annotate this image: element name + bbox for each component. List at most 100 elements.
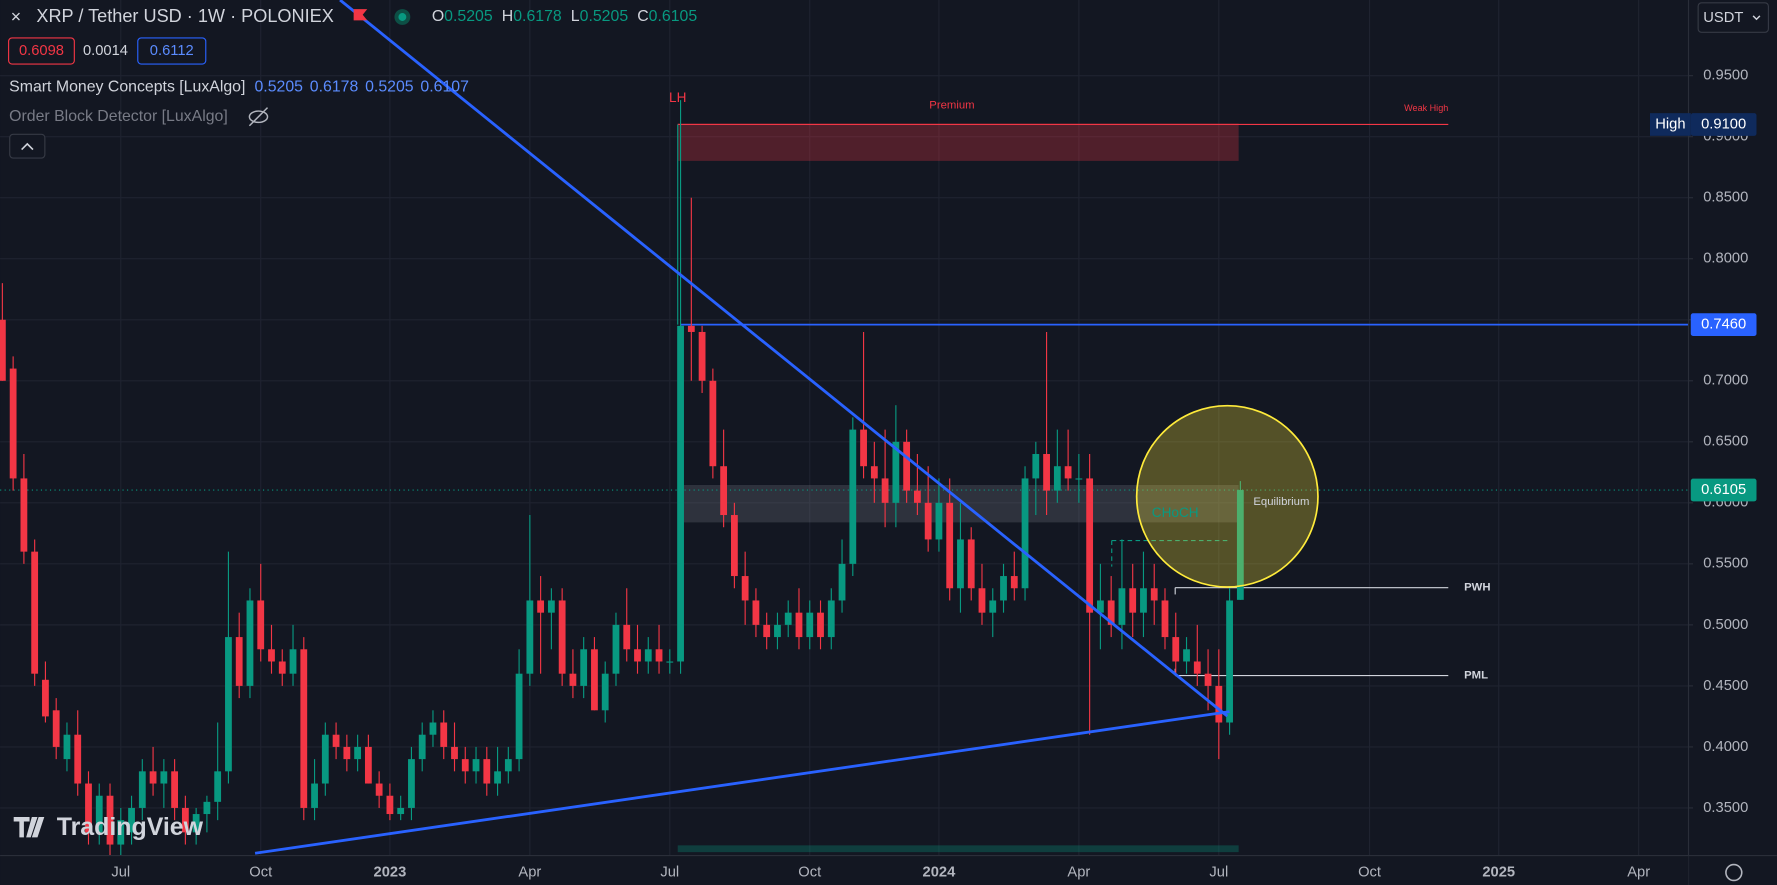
candle-body	[720, 466, 728, 516]
candle-body	[418, 734, 426, 760]
candle-body	[827, 600, 835, 638]
candle-body	[321, 734, 329, 784]
candle-body	[601, 673, 609, 711]
ask-box[interactable]	[137, 37, 207, 65]
candle-body	[687, 325, 695, 332]
candle-body	[278, 661, 286, 674]
flag-icon[interactable]	[353, 9, 368, 21]
watermark-text: TradingView	[57, 813, 204, 841]
indicator-legend[interactable]: Smart Money Concepts [LuxAlgo] 0.5205 0.61…	[9, 78, 469, 95]
candle-body	[461, 759, 469, 772]
candle-body	[268, 649, 275, 662]
price-axis	[1688, 0, 1777, 885]
candle-body	[52, 710, 60, 747]
candle-body	[311, 783, 318, 808]
candle-body	[225, 637, 232, 772]
candle-body	[343, 746, 351, 760]
weak-high-label: Weak High	[1404, 103, 1448, 113]
candle-body	[289, 649, 297, 674]
camera-icon[interactable]	[1725, 863, 1743, 882]
candle-body	[644, 649, 652, 662]
candle-body	[547, 600, 555, 613]
x-tick-label: Oct	[249, 864, 272, 880]
y-tick-label: 0.4500	[1703, 678, 1748, 694]
candle-body	[677, 325, 684, 662]
y-tick-label: 0.3500	[1703, 800, 1748, 816]
lh-label: LH	[669, 90, 686, 105]
y-tick-label: 0.4000	[1703, 739, 1748, 755]
candle-body	[375, 783, 383, 796]
x-tick-label: 2023	[374, 864, 407, 880]
x-tick-label: Jul	[1209, 864, 1228, 880]
candle-body	[300, 649, 308, 808]
candle-body	[978, 588, 986, 613]
candle-body	[989, 600, 997, 613]
candle-body	[31, 551, 39, 674]
time-axis	[0, 855, 1689, 885]
candle-body	[117, 820, 125, 845]
ohlc-legend: O0.5205 H0.6178 L0.5205 C0.6105	[432, 8, 698, 25]
collapse-icon	[21, 142, 34, 151]
candle-body	[408, 759, 415, 808]
candle-body	[429, 722, 437, 735]
ask-price: 0.6112	[150, 43, 194, 59]
pml-label: PML	[1464, 670, 1488, 682]
candle-body	[935, 502, 943, 540]
candle-body	[74, 734, 82, 784]
candle-body	[483, 759, 491, 784]
candle-body	[730, 515, 738, 577]
candle-body	[924, 502, 932, 540]
candle-body	[1161, 600, 1169, 638]
candle-body	[20, 478, 28, 552]
candle-body	[903, 441, 911, 491]
candle-body	[214, 771, 222, 802]
trendline	[254, 710, 1230, 855]
x-tick-label: Jul	[111, 864, 130, 880]
watermark: TradingView	[13, 813, 204, 841]
collapse-button[interactable]	[9, 133, 46, 159]
bid-box[interactable]	[8, 37, 75, 65]
candle-body	[860, 429, 867, 467]
axis-labels: 0.35000.40000.45000.50000.55000.60000.65…	[111, 68, 1757, 880]
y-tick-label: 0.8000	[1703, 251, 1748, 267]
candle-body	[515, 673, 523, 760]
candle-body	[397, 807, 405, 815]
currency-button[interactable]	[1697, 2, 1769, 33]
candle-body	[612, 624, 620, 674]
premium-label: Premium	[929, 99, 974, 111]
spread: 0.0014	[83, 43, 128, 59]
candle-body	[1075, 478, 1083, 480]
candle-body	[666, 661, 674, 663]
candle-body	[1043, 454, 1050, 491]
candle-body	[1021, 478, 1029, 589]
candle-body	[192, 814, 200, 833]
candle-body	[526, 600, 534, 674]
candle-body	[849, 429, 857, 564]
indicator-legend[interactable]: Order Block Detector [LuxAlgo]	[9, 108, 228, 125]
x-tick-label: Jul	[660, 864, 679, 880]
choch-label: CHoCH	[1152, 505, 1199, 520]
candle-body	[1000, 576, 1007, 601]
candle-body	[9, 368, 17, 479]
equilibrium-label: Equilibrium	[1253, 496, 1309, 508]
trendline	[339, 0, 1229, 718]
level-label-box	[1690, 313, 1757, 336]
dropdown-icon	[1752, 15, 1761, 21]
candle-body	[1010, 576, 1018, 589]
hidden-icon[interactable]	[248, 107, 269, 127]
chart-title[interactable]: XRP / Tether USD · 1W · POLONIEX	[36, 6, 333, 26]
x-tick-label: 2025	[1482, 864, 1515, 880]
y-tick-label: 0.5000	[1703, 617, 1748, 633]
x-tick-label: Oct	[798, 864, 821, 880]
candle-body	[537, 600, 545, 613]
candle-body	[235, 637, 243, 686]
candle-body	[42, 679, 49, 717]
equilibrium-zone	[677, 484, 1239, 523]
candle-body	[1226, 600, 1233, 723]
candle-body	[149, 771, 157, 784]
candle-body	[106, 795, 114, 845]
candle-body	[655, 649, 663, 662]
candle-body	[504, 759, 512, 772]
candle-body	[440, 722, 448, 747]
